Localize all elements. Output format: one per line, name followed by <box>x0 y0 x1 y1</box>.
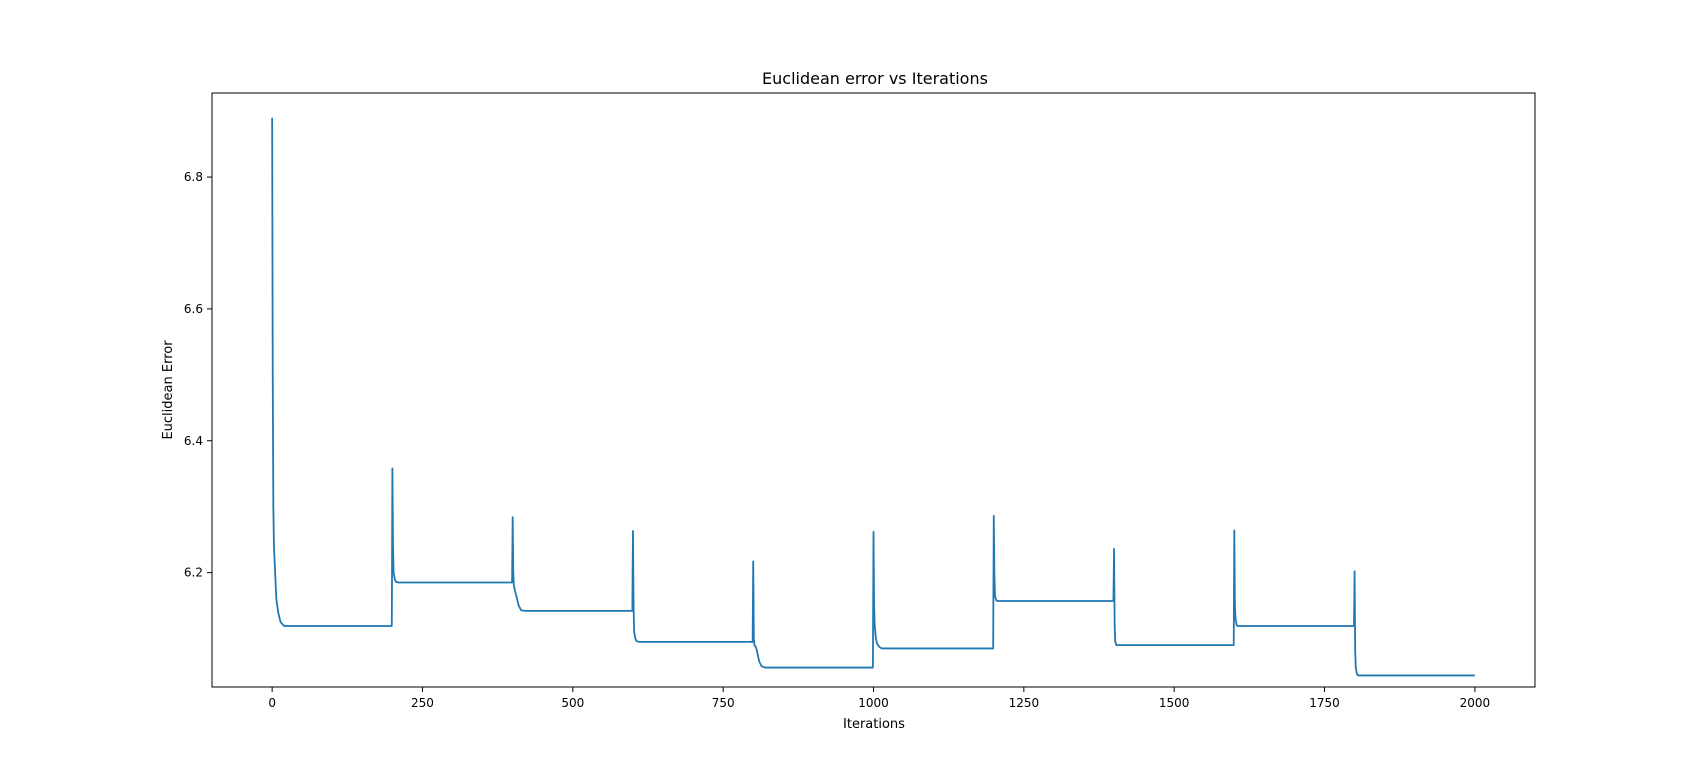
x-tick-label: 250 <box>411 696 434 710</box>
plot-area <box>211 92 1536 688</box>
x-tick-label: 750 <box>712 696 735 710</box>
chart-title: Euclidean error vs Iterations <box>762 69 988 88</box>
y-axis-label: Euclidean Error <box>161 340 176 440</box>
x-tick-label: 1750 <box>1309 696 1340 710</box>
x-tick-label: 1250 <box>1009 696 1040 710</box>
x-tick-label: 1000 <box>858 696 889 710</box>
x-tick-label: 1500 <box>1159 696 1190 710</box>
x-tick-label: 500 <box>561 696 584 710</box>
y-axis-ticks: 6.2 6.4 6.6 6.8 <box>184 170 212 580</box>
x-tick-label: 0 <box>268 696 276 710</box>
x-axis-ticks: 0 250 500 750 1000 1250 1500 1750 2000 <box>268 687 1490 710</box>
y-tick-label: 6.4 <box>184 434 203 448</box>
x-axis-label: Iterations <box>843 717 905 732</box>
y-tick-label: 6.6 <box>184 302 203 316</box>
series-line <box>271 117 1475 677</box>
y-tick-label: 6.2 <box>184 566 203 580</box>
x-tick-label: 2000 <box>1460 696 1491 710</box>
y-tick-label: 6.8 <box>184 170 203 184</box>
